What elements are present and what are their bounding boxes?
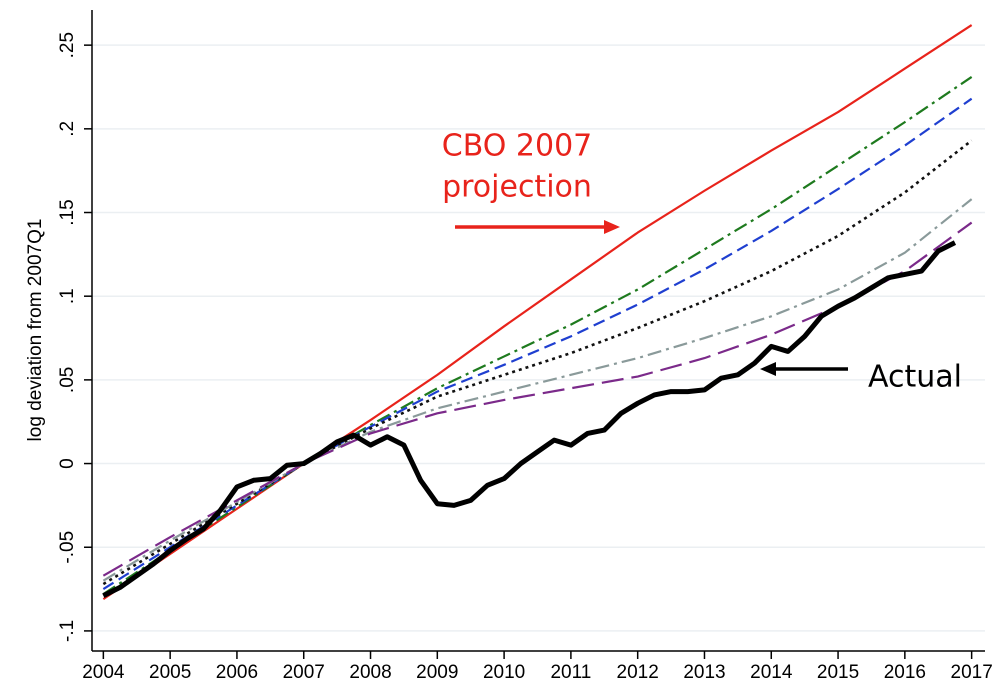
y-tick-label: .15: [57, 199, 78, 225]
annotation: projection: [442, 170, 592, 205]
y-tick-label: .05: [57, 367, 78, 393]
y-tick-label: -.1: [57, 620, 78, 642]
x-tick-label: 2012: [617, 662, 659, 683]
x-tick-label: 2008: [349, 662, 391, 683]
series-line: [102, 221, 973, 577]
annotation-arrowhead: [760, 362, 776, 376]
x-tick-label: 2017: [951, 662, 993, 683]
y-tick-label: .1: [57, 288, 78, 304]
annotation-arrowhead: [604, 220, 620, 234]
y-tick-label: 0: [57, 458, 78, 469]
annotation: CBO 2007: [442, 129, 593, 164]
x-tick-label: 2015: [817, 662, 859, 683]
series-line: [102, 76, 973, 596]
x-tick-label: 2014: [750, 662, 793, 683]
y-tick-label: .2: [57, 121, 78, 137]
y-axis-label: log deviation from 2007Q1: [25, 219, 46, 442]
x-tick-label: 2009: [416, 662, 458, 683]
series-line: [102, 198, 973, 582]
x-tick-label: 2007: [283, 662, 325, 683]
x-tick-label: 2010: [483, 662, 525, 683]
x-tick-label: 2005: [149, 662, 191, 683]
series-line: [102, 24, 973, 601]
x-tick-label: 2013: [683, 662, 725, 683]
y-tick-label: -.05: [57, 531, 78, 564]
x-tick-label: 2006: [216, 662, 258, 683]
x-tick-label: 2016: [884, 662, 926, 683]
x-tick-label: 2004: [82, 662, 125, 683]
y-tick-label: .25: [57, 32, 78, 58]
series-line: [102, 240, 957, 599]
series-line: [102, 139, 973, 586]
annotation: Actual: [868, 360, 962, 395]
x-tick-label: 2011: [550, 662, 591, 683]
